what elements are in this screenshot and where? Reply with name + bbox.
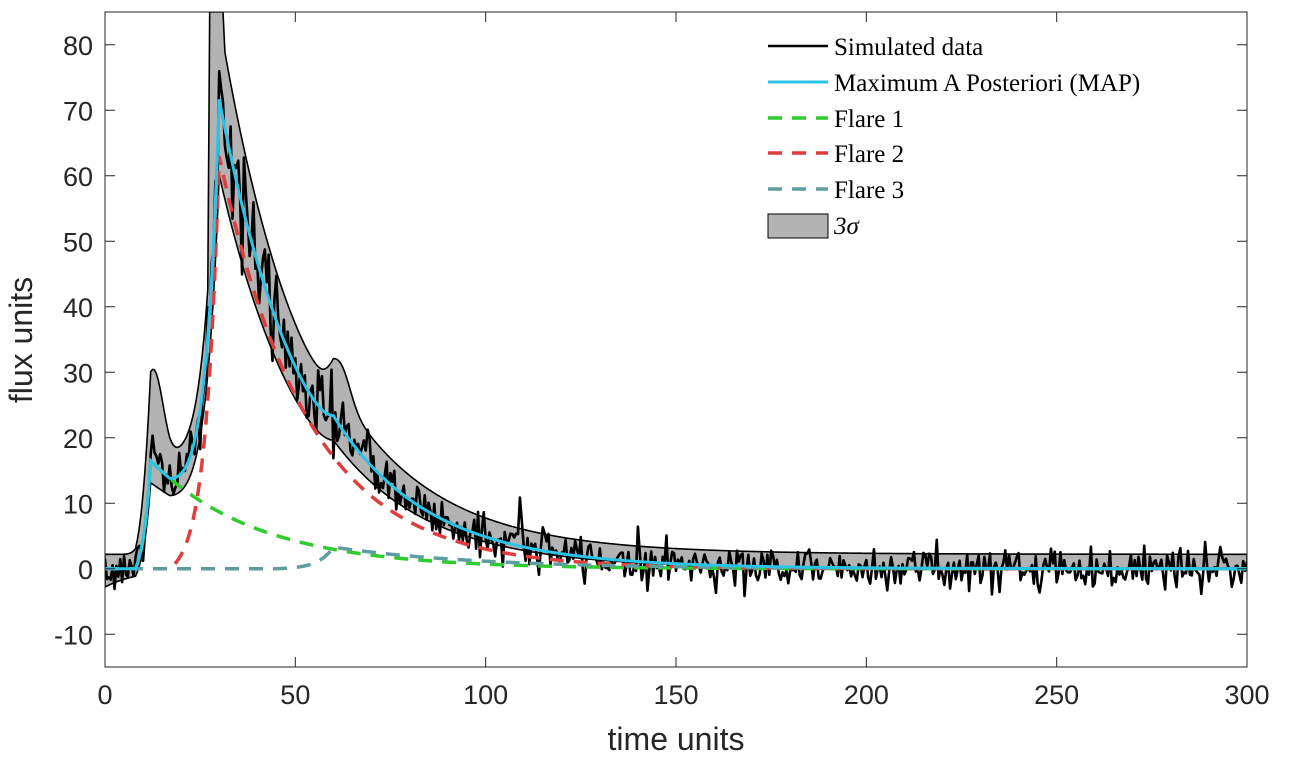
y-tick-label: 50 — [63, 227, 93, 257]
y-tick-labels: -10 0 10 20 30 40 50 60 70 80 — [54, 31, 93, 651]
sigma-band-layer — [105, 12, 1247, 588]
legend-swatch-band — [767, 213, 829, 239]
flare-3-line — [105, 545, 1247, 571]
legend-label-flare3: Flare 3 — [834, 177, 904, 204]
legend-label-flare2: Flare 2 — [834, 141, 904, 168]
legend: Simulated data Maximum A Posteriori (MAP… — [767, 34, 1140, 240]
x-tick-label: 300 — [1224, 680, 1269, 710]
x-tick-label: 250 — [1034, 680, 1079, 710]
y-tick-label: 0 — [78, 555, 93, 585]
y-tick-label: 40 — [63, 293, 93, 323]
legend-label-flare1: Flare 1 — [834, 106, 904, 133]
y-tick-label: 30 — [63, 358, 93, 388]
map-layer — [105, 98, 1247, 571]
y-tick-label: 60 — [63, 162, 93, 192]
simulated-data-line — [105, 69, 1247, 598]
legend-label-data: Simulated data — [834, 34, 983, 61]
x-axis-label: time units — [608, 721, 745, 757]
y-tick-label: 20 — [63, 424, 93, 454]
y-tick-label: 70 — [63, 96, 93, 126]
x-tick-label: 100 — [463, 680, 508, 710]
legend-label-map: Maximum A Posteriori (MAP) — [834, 70, 1140, 97]
legend-label-band: 3σ — [833, 213, 861, 240]
y-tick-label: 80 — [63, 31, 93, 61]
sigma-band — [105, 12, 1247, 588]
x-tick-label: 150 — [653, 680, 698, 710]
y-tick-label: 10 — [63, 489, 93, 519]
x-tick-label: 200 — [844, 680, 889, 710]
map-line — [105, 98, 1247, 571]
ticks-layer — [104, 12, 1248, 667]
x-tick-label: 0 — [97, 680, 112, 710]
y-tick-label: -10 — [54, 620, 93, 650]
y-axis-label: flux units — [3, 277, 39, 403]
simulated-data-layer — [105, 69, 1247, 598]
x-tick-labels: 0 50 100 150 200 250 300 — [97, 680, 1269, 710]
x-tick-label: 50 — [280, 680, 310, 710]
